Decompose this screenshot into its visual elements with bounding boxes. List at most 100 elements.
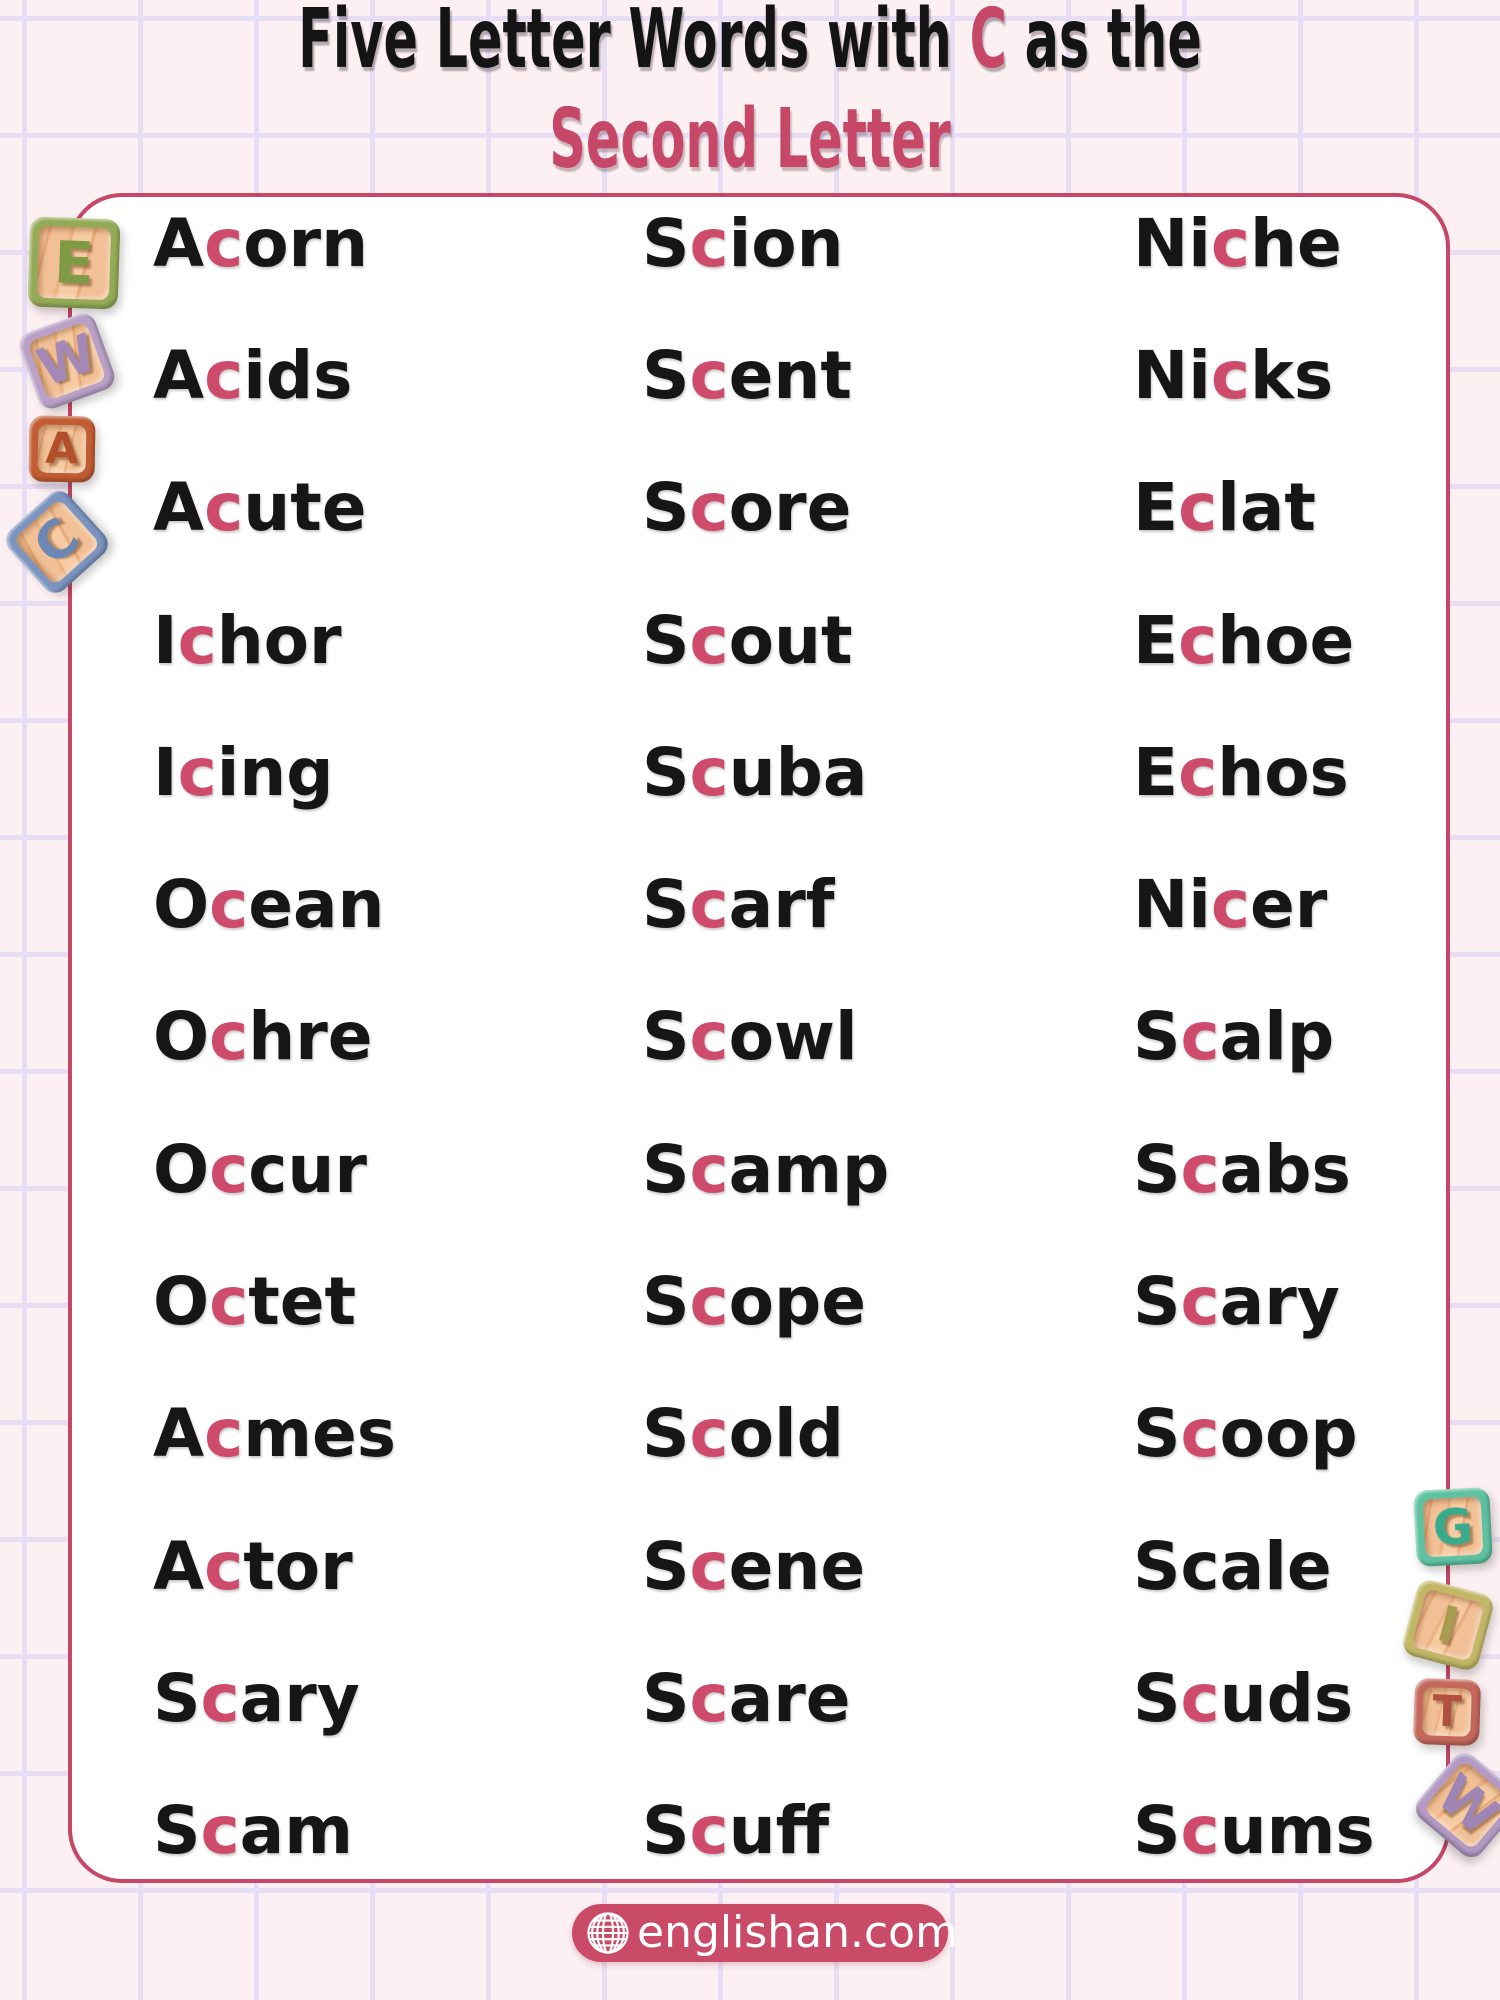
word-post: mes xyxy=(243,1395,397,1473)
highlight-c: c xyxy=(1180,1395,1220,1473)
word-post: out xyxy=(728,601,853,679)
highlight-c: c xyxy=(204,1527,244,1605)
highlight-c: c xyxy=(1180,1792,1220,1870)
word-post: owl xyxy=(728,998,858,1076)
word-pre: S xyxy=(1133,1130,1181,1208)
block-letter-t: T xyxy=(1431,1686,1463,1737)
word-pre: O xyxy=(153,1263,210,1341)
highlight-c: c xyxy=(1210,204,1250,282)
highlight-c: c xyxy=(689,601,729,679)
highlight-c: c xyxy=(204,336,244,414)
word-pre: S xyxy=(642,1792,690,1870)
word-post: ore xyxy=(728,469,852,547)
word-pre: O xyxy=(153,866,210,944)
word-pre: E xyxy=(1133,733,1179,811)
letter-block-t: T xyxy=(1412,1677,1482,1747)
word-pre: S xyxy=(642,601,690,679)
word-pre: Ni xyxy=(1133,204,1211,282)
word: Ni c er xyxy=(1052,838,1454,970)
word-post: are xyxy=(728,1659,851,1737)
word-pre: S xyxy=(642,1130,690,1208)
title-line-2: Second Letter xyxy=(549,92,951,187)
word-pre: S xyxy=(642,1263,690,1341)
word-pre: A xyxy=(153,1395,205,1473)
word-pre: A xyxy=(153,469,205,547)
highlight-c: c xyxy=(200,1792,240,1870)
highlight-c: c xyxy=(689,1659,729,1737)
highlight-c: c xyxy=(689,1792,729,1870)
highlight-c: c xyxy=(689,1395,729,1473)
highlight-c: c xyxy=(204,469,244,547)
word-pre: S xyxy=(1133,1659,1181,1737)
word-pre: S xyxy=(642,469,690,547)
word-pre: Ni xyxy=(1133,336,1211,414)
word-post: amp xyxy=(728,1130,890,1208)
word-pre: I xyxy=(153,733,178,811)
highlight-c: c xyxy=(689,204,729,282)
globe-icon xyxy=(587,1912,629,1954)
word-post: hor xyxy=(216,601,342,679)
word-pre: S xyxy=(642,998,690,1076)
block-letter-e: E xyxy=(53,228,95,298)
word-post: ene xyxy=(728,1527,866,1605)
highlight-c: c xyxy=(689,998,729,1076)
highlight-c: c xyxy=(209,1263,249,1341)
word-post: tor xyxy=(243,1527,353,1605)
word: Ni c ks xyxy=(1052,309,1454,441)
word: Scale xyxy=(1052,1500,1454,1632)
highlight-c: c xyxy=(689,733,729,811)
title-line1-pre: Five Letter Words with xyxy=(298,0,970,87)
highlight-c: c xyxy=(177,733,217,811)
word-pre: I xyxy=(153,601,178,679)
word-post: er xyxy=(1249,866,1328,944)
block-letter-a: A xyxy=(44,423,80,474)
word-pre: S xyxy=(1133,1792,1181,1870)
highlight-c: c xyxy=(1210,336,1250,414)
word-pre: O xyxy=(153,1130,210,1208)
word-pre: S xyxy=(642,1395,690,1473)
highlight-c: c xyxy=(1210,866,1250,944)
footer-badge: englishan.com xyxy=(572,1904,958,1962)
word-card xyxy=(68,193,1450,1883)
word-post: cur xyxy=(248,1130,367,1208)
title-highlight-letter: C xyxy=(969,0,1007,87)
highlight-c: c xyxy=(689,866,729,944)
word-post: uba xyxy=(728,733,868,811)
word-pre: A xyxy=(153,336,205,414)
highlight-c: c xyxy=(1178,469,1218,547)
word-post: tet xyxy=(248,1263,357,1341)
block-letter-w: W xyxy=(1426,1762,1500,1848)
word-pre: S xyxy=(642,1659,690,1737)
letter-block-a: A xyxy=(28,415,96,483)
word-post: abs xyxy=(1219,1130,1351,1208)
word-post: orn xyxy=(243,204,369,282)
word-post: ope xyxy=(728,1263,867,1341)
word-pre: E xyxy=(1133,469,1179,547)
word: Ni c he xyxy=(1052,177,1454,309)
word-pre: S xyxy=(153,1792,201,1870)
highlight-c: c xyxy=(200,1659,240,1737)
